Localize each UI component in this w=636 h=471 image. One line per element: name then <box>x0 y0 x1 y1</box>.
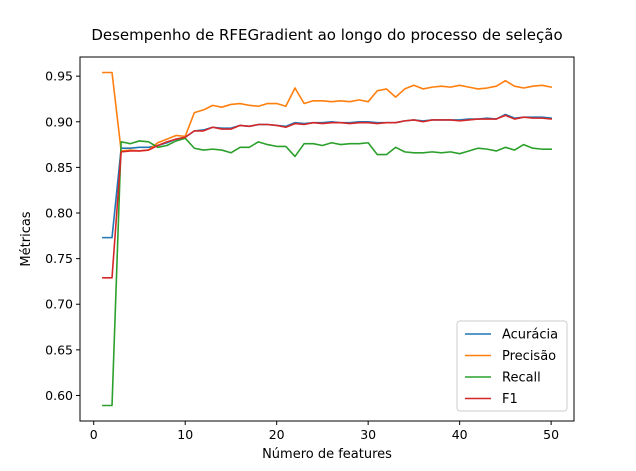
legend-label: Precisão <box>502 349 556 364</box>
y-axis-label: Métricas <box>19 211 34 266</box>
chart-title: Desempenho de RFEGradient ao longo do pr… <box>91 26 562 44</box>
series-lines <box>102 71 553 407</box>
legend-box <box>456 320 568 412</box>
x-tick-label: 20 <box>269 427 285 442</box>
y-tick-label: 0.65 <box>45 342 73 357</box>
plot-frame <box>79 56 575 422</box>
series-line-recall <box>102 137 552 407</box>
y-tick-label: 0.95 <box>45 69 73 84</box>
y-tick-label: 0.70 <box>45 297 73 312</box>
x-tick-label: 10 <box>177 427 193 442</box>
x-tick-label: 50 <box>543 427 559 442</box>
y-tick-label: 0.80 <box>45 206 73 221</box>
x-axis-ticks: 0 10 20 30 40 50 <box>90 421 559 442</box>
legend: Acurácia Precisão Recall F1 <box>456 320 568 412</box>
y-tick-label: 0.90 <box>45 114 73 129</box>
y-tick-label: 0.75 <box>45 251 73 266</box>
x-tick-label: 0 <box>90 427 98 442</box>
x-tick-label: 30 <box>360 427 376 442</box>
legend-label: F1 <box>502 392 518 407</box>
series-line-precis-o <box>102 71 553 152</box>
y-tick-label: 0.60 <box>45 388 73 403</box>
legend-label: Recall <box>502 371 541 386</box>
legend-label: Acurácia <box>502 328 558 343</box>
y-tick-label: 0.85 <box>45 160 73 175</box>
y-axis-ticks: 0.60 0.65 0.70 0.75 0.80 0.85 0.90 0.95 <box>45 69 80 403</box>
x-tick-label: 40 <box>452 427 468 442</box>
x-axis-label: Número de features <box>262 447 392 462</box>
series-line-f1 <box>102 114 553 279</box>
